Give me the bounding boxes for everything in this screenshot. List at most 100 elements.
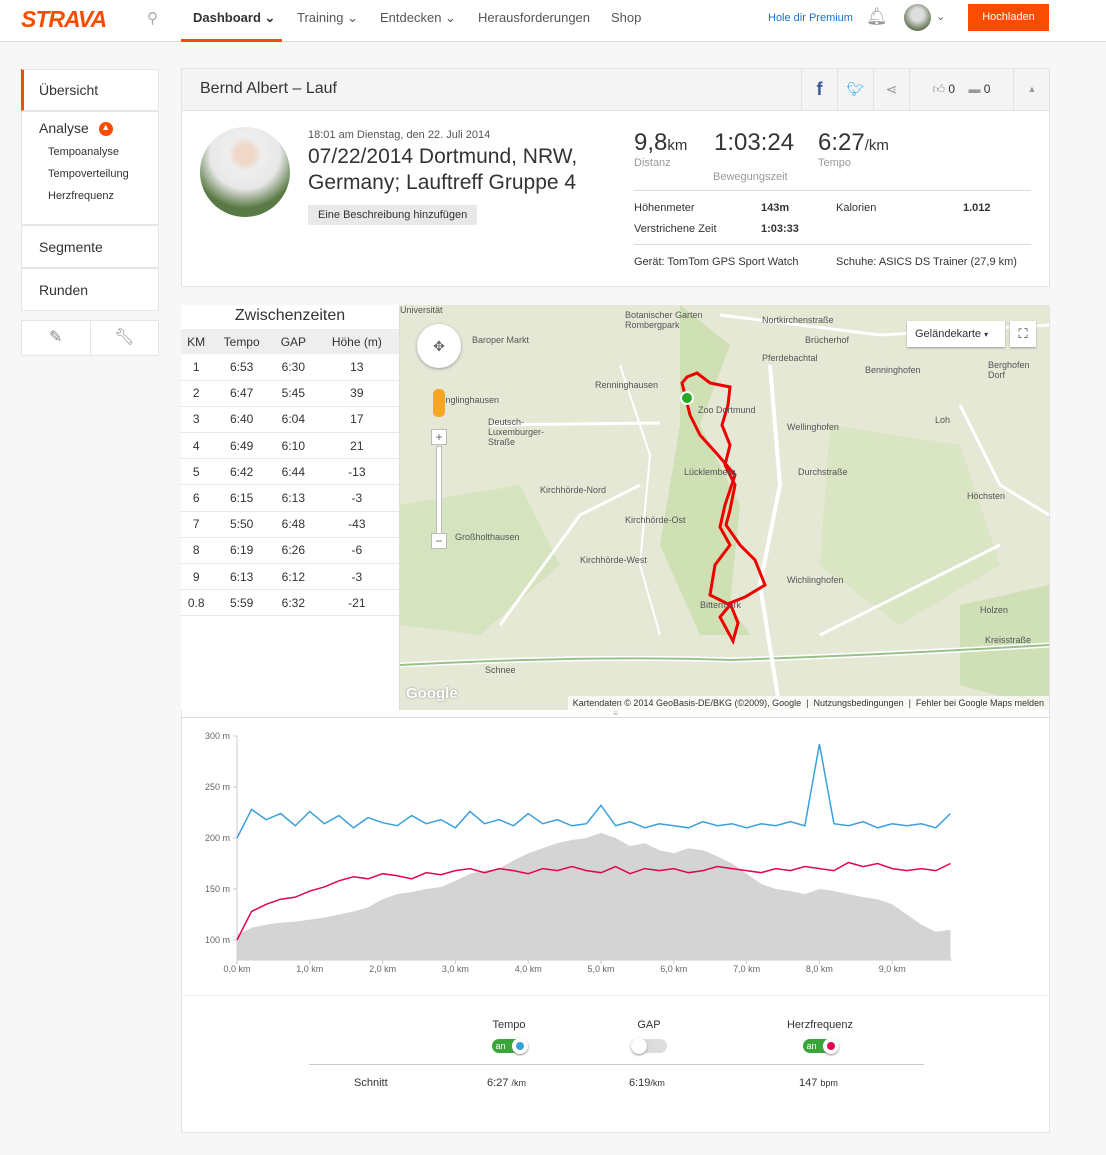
sidebar-item-pace-analysis[interactable]: Tempoanalyse <box>48 146 119 159</box>
toggle-switch[interactable]: an <box>802 1037 839 1054</box>
pan-control-icon[interactable]: ✥ <box>417 324 461 368</box>
google-logo: Google <box>406 685 458 702</box>
collapse-caret-icon[interactable]: ▲ <box>1013 69 1050 110</box>
route-map[interactable]: Universität Botanischer Garten Rombergpar… <box>400 305 1049 710</box>
kudos-button[interactable]: 👍︎ 0 <box>932 82 956 96</box>
average-tempo: 6:27 /km <box>487 1077 526 1089</box>
sidebar-item-segments[interactable]: Segmente <box>21 225 159 268</box>
map-place-label: Kirchhörde-Ost <box>625 515 686 525</box>
share-icon[interactable]: ⋖ <box>873 69 909 110</box>
sidebar-item-laps[interactable]: Runden <box>21 268 159 311</box>
user-avatar[interactable] <box>904 4 931 31</box>
series-line-tempo <box>236 744 951 839</box>
facebook-share-icon[interactable]: f <box>801 69 837 110</box>
split-cell: 6:47 <box>211 380 273 407</box>
split-cell: 6:26 <box>272 537 315 565</box>
split-row[interactable]: 1 6:53 6:30 13 <box>181 354 399 381</box>
elapsed-label: Verstrichene Zeit <box>634 223 717 235</box>
upload-button[interactable]: Hochladen <box>968 4 1049 31</box>
report-link[interactable]: Fehler bei Google Maps melden <box>915 698 1044 708</box>
col-pace: Tempo <box>211 329 273 354</box>
comment-icon: ▬ <box>968 82 981 96</box>
x-tick-label: 7,0 km <box>733 964 760 974</box>
nav-shop[interactable]: Shop <box>611 10 642 25</box>
average-heart-rate: 147 bpm <box>799 1077 838 1089</box>
split-cell: 39 <box>314 380 399 407</box>
toggle-switch[interactable]: an <box>491 1037 528 1054</box>
calories-label: Kalorien <box>836 202 877 214</box>
map-place-label: Kirchhörde-Nord <box>540 485 607 495</box>
nav-training[interactable]: Training ⌄ <box>297 10 358 25</box>
nav-dashboard[interactable]: Dashboard ⌄ <box>193 10 276 25</box>
split-cell: 5:45 <box>272 380 315 407</box>
edit-pencil-icon[interactable]: ✎ <box>49 329 63 346</box>
zoom-out-button[interactable]: − <box>431 533 447 549</box>
split-cell: 0.8 <box>181 589 212 617</box>
elevation-label: Höhenmeter <box>634 202 695 214</box>
split-cell: 6:19 <box>211 537 273 565</box>
map-place-label: Wichlinghofen <box>787 575 844 585</box>
toggle-label: Herzfrequenz <box>786 1019 854 1031</box>
fullscreen-icon[interactable]: ⛶ <box>1010 321 1036 347</box>
sidebar-item-heart-rate[interactable]: Herzfrequenz <box>48 190 115 203</box>
split-cell: 6:13 <box>272 484 315 512</box>
split-cell: 9 <box>181 563 212 591</box>
shoes-info[interactable]: Schuhe: ASICS DS Trainer (27,9 km) <box>836 256 1017 268</box>
search-icon[interactable]: ⚲ <box>147 10 158 27</box>
activity-summary-card: Bernd Albert – Lauf f 🐦︎ ⋖ 👍︎ 0 ▬ 0 ▲ 18… <box>181 68 1050 287</box>
calories-value: 1.012 <box>963 202 991 214</box>
split-row[interactable]: 9 6:13 6:12 -3 <box>181 563 399 591</box>
splits-table: Zwischenzeiten KM Tempo GAP Höhe (m) 1 6:… <box>181 305 400 710</box>
y-tick-label: 200 m <box>205 833 230 843</box>
terms-link[interactable]: Nutzungsbedingungen <box>813 698 904 708</box>
athlete-avatar[interactable] <box>200 127 290 217</box>
split-row[interactable]: 8 6:19 6:26 -6 <box>181 537 399 565</box>
split-cell: 6:30 <box>272 354 315 381</box>
split-cell: 6:49 <box>211 432 273 460</box>
start-marker <box>680 391 694 405</box>
zoom-in-button[interactable]: + <box>431 429 447 445</box>
elevation-pace-chart[interactable]: 300 m 250 m 200 m 150 m 100 m 0,0 km 1,0 km 2,0… <box>181 722 1050 982</box>
sidebar-item-pace-distribution[interactable]: Tempoverteilung <box>48 168 129 181</box>
split-row[interactable]: 5 6:42 6:44 -13 <box>181 458 399 486</box>
resize-handle[interactable]: ≡ <box>181 710 1050 718</box>
tools-bar: ✎ 🔧︎ <box>21 320 159 356</box>
nav-challenges[interactable]: Herausforderungen <box>478 10 591 25</box>
wrench-icon[interactable]: 🔧︎ <box>89 321 159 355</box>
split-row[interactable]: 6 6:15 6:13 -3 <box>181 484 399 512</box>
activity-datetime: 18:01 am Dienstag, den 22. Juli 2014 <box>308 129 491 141</box>
x-tick-label: 6,0 km <box>660 964 687 974</box>
split-cell: 6:44 <box>272 458 315 486</box>
zoom-slider[interactable] <box>436 446 442 534</box>
sidebar-item-analysis[interactable]: Analyse ▲ <box>22 120 158 137</box>
split-row[interactable]: 3 6:40 6:04 17 <box>181 406 399 434</box>
split-row[interactable]: 2 6:47 5:45 39 <box>181 380 399 407</box>
sidebar-item-overview[interactable]: Übersicht <box>21 69 159 111</box>
premium-link[interactable]: Hole dir Premium <box>768 12 853 24</box>
comments-button[interactable]: ▬ 0 <box>968 82 991 96</box>
add-description-button[interactable]: Eine Beschreibung hinzufügen <box>308 205 478 225</box>
nav-explore[interactable]: Entdecken ⌄ <box>380 10 456 25</box>
chevron-down-icon[interactable]: ⌄ <box>936 11 946 23</box>
twitter-share-icon[interactable]: 🐦︎ <box>837 69 873 110</box>
premium-badge-icon: ▲ <box>98 122 113 137</box>
map-type-dropdown[interactable]: Geländekarte ▾ <box>907 321 1005 347</box>
thumbs-up-icon: 👍︎ <box>932 82 946 96</box>
y-tick-label: 300 m <box>205 731 230 741</box>
map-place-label: Brücherhof <box>805 335 850 345</box>
elevation-value: 143m <box>761 202 790 214</box>
split-cell: -13 <box>314 458 399 486</box>
split-row[interactable]: 4 6:49 6:10 21 <box>181 432 399 460</box>
route-line <box>680 371 767 645</box>
map-place-label: Großholthausen <box>455 532 520 542</box>
device-info: Gerät: TomTom GPS Sport Watch <box>634 256 799 268</box>
split-row[interactable]: 0.8 5:59 6:32 -21 <box>181 589 399 617</box>
active-nav-indicator <box>181 39 282 42</box>
split-cell: 6 <box>181 484 212 512</box>
split-row[interactable]: 7 5:50 6:48 -43 <box>181 511 399 538</box>
map-place-label: Höchsten <box>967 491 1006 501</box>
bell-icon[interactable]: 🔔︎ <box>866 7 888 26</box>
toggle-switch[interactable] <box>630 1037 667 1054</box>
strava-logo[interactable]: STRAVA <box>21 6 107 32</box>
street-view-pegman-icon[interactable] <box>433 389 445 417</box>
